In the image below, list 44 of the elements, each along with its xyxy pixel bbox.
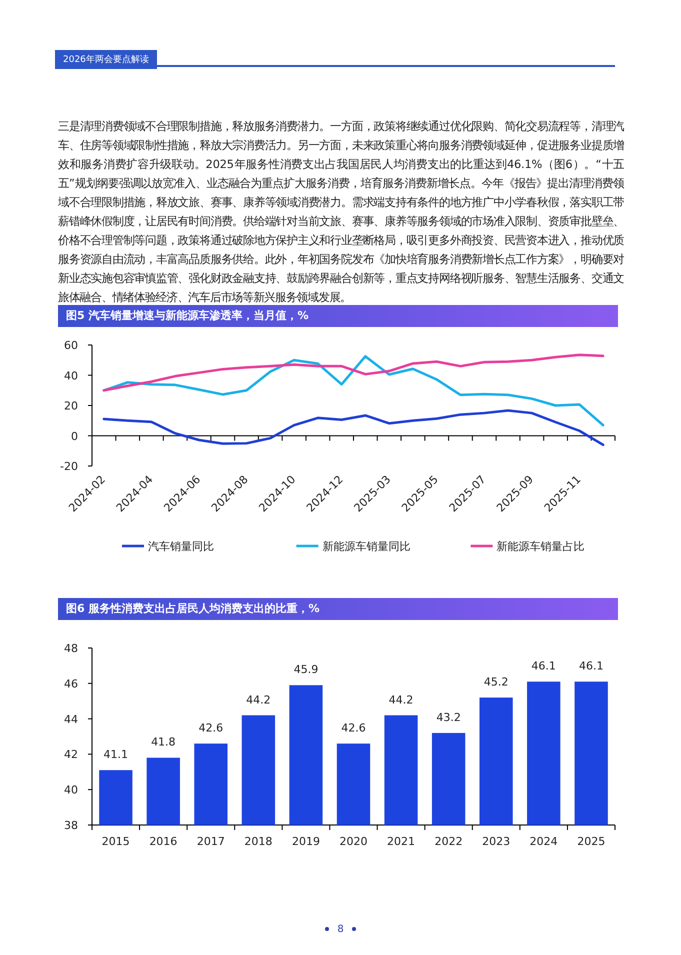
legend-label: 新能源车销量占比 [496, 540, 585, 553]
y-tick-label: 40 [64, 369, 78, 382]
data-label: 42.6 [198, 722, 224, 735]
y-tick-label: 20 [64, 400, 78, 412]
x-tick-label: 2022 [434, 835, 463, 848]
y-tick-label: 0 [71, 430, 78, 443]
x-tick-label: 2018 [244, 835, 272, 848]
y-tick-label: -20 [60, 460, 78, 473]
data-label: 42.6 [341, 722, 366, 735]
line-series [102, 354, 604, 392]
x-tick-label: 2020 [340, 835, 368, 848]
data-label: 46.1 [578, 660, 604, 673]
x-tick-label: 2023 [482, 835, 510, 848]
data-label: 41.1 [104, 748, 128, 762]
x-tick-label: 2019 [292, 835, 320, 848]
data-label: 44.2 [388, 693, 414, 706]
x-tick-label: 2017 [196, 835, 225, 848]
x-tick-label: 2024 [530, 835, 558, 848]
chart-title: 图6 服务性消费支出占居民人均消费支出的比重，% [58, 598, 618, 620]
chart-title: 图5 汽车销量增速与新能源车渗透率，当月值，% [58, 305, 618, 327]
data-label: 43.2 [436, 710, 461, 724]
data-label: 41.8 [151, 736, 176, 749]
x-tick-label: 2025 [577, 835, 606, 848]
line-series [102, 409, 604, 446]
y-tick-label: 38 [64, 819, 78, 832]
legend-label: 汽车销量同比 [148, 540, 214, 553]
y-tick-label: 44 [64, 712, 78, 726]
x-tick-label: 2021 [387, 835, 416, 848]
y-tick-label: 42 [64, 748, 78, 762]
data-label: 44.2 [246, 693, 271, 706]
text: 三是清理消费领域不合理限制措施，释放服务消费潜力。一方面，政策将继续通过优化限购、简化交易流程等，清理汽车、住房等领域限制性措施，释放大宗消费活力。另一方面，未来政策重心将向服务消费领域延伸，促进服务业提质增效和服务消费扩容升级联动。2025年服务性消费支出占我国居民人均消费支出的比重达到46.1%（图6）。“十五五”规划纲要强调以放宽准入、业态融合为重点扩大服务消费，培育服务消费新增长点。今年《报告》提出清理消费领域不合理限制措施，释放文旅、赛事、康养等领域消费潜力。需求端支持有条件的地方推广中小学春秋假，落实职工带薪错峰休假制度，让居民有时间消费。供给端针对当前文旅、赛事、康养等服务领域的市场准入限制、资质审批壁垒、价格不合理管制等问题，政策将通过破除地方保护主义和行业垄断格局，吸引更多外商投资、民营资本进入，推动优质服务资源自由流动，丰富高品质服务供给。此外，年初国务院发布《加快培育服务消费新增长点工作方案》，明确要对新业态实施包容审慎监管、强化财政金融支持、鼓励跨界融合创新等，重点支持网络视听服务、智慧生活服务、交通文旅体融合、情绪体验经济、汽车后市场等新兴服务领域发展。 [58, 120, 624, 304]
y-tick-label: 48 [64, 642, 78, 655]
y-tick-label: 40 [64, 784, 78, 797]
legend-label: 新能源车销量同比 [322, 540, 410, 553]
x-tick-label: 2016 [149, 835, 178, 848]
y-tick-label: 46 [64, 677, 78, 690]
data-label: 45.2 [484, 676, 508, 689]
y-tick-label: 60 [64, 339, 78, 352]
data-label: 46.1 [531, 660, 556, 673]
picture-page-dots: 8 [0, 924, 681, 935]
text: 2026年两会要点解读 [55, 50, 157, 69]
data-label: 45.9 [294, 663, 318, 676]
x-tick-label: 2015 [102, 835, 130, 848]
line-series [102, 355, 604, 426]
